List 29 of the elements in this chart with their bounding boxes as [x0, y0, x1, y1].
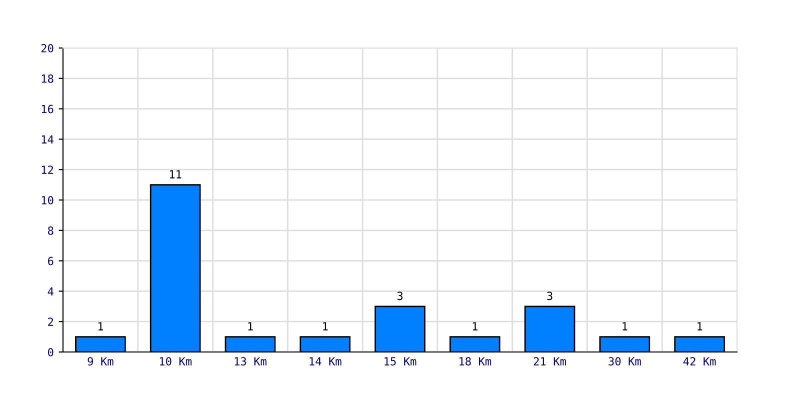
data-label: 1 — [98, 322, 104, 330]
x-tick-label: 15 Km — [384, 357, 416, 366]
x-tick-label: 18 Km — [460, 357, 492, 366]
x-tick-label: 13 Km — [234, 357, 266, 366]
y-tick-label: 0 — [48, 348, 54, 356]
y-tick-label: 14 — [42, 135, 54, 144]
data-label: 1 — [472, 322, 478, 330]
y-tick-label: 20 — [41, 44, 54, 52]
data-label: 1 — [323, 322, 328, 330]
x-tick-label: 21 Km — [534, 357, 566, 366]
data-label: 11 — [170, 170, 182, 178]
data-label: 3 — [397, 292, 403, 300]
y-tick-label: 2 — [48, 318, 54, 326]
y-tick-label: 18 — [42, 74, 54, 83]
x-tick-label: 30 Km — [608, 357, 641, 366]
y-tick-label: 10 — [42, 196, 54, 204]
y-tick-label: 6 — [48, 256, 54, 266]
x-tick-label: 10 Km — [160, 357, 192, 366]
y-tick-label: 16 — [42, 104, 54, 114]
y-tick-label: 4 — [48, 287, 54, 296]
y-tick-label: 12 — [42, 166, 54, 174]
data-label: 3 — [547, 292, 552, 300]
y-tick-label: 8 — [48, 226, 54, 235]
data-label: 1 — [622, 322, 628, 330]
x-tick-label: 42 Km — [683, 357, 716, 366]
data-label: 1 — [248, 322, 253, 330]
x-tick-label: 14 Km — [310, 357, 342, 366]
x-tick-label: 9 Km — [88, 357, 114, 366]
data-label: 1 — [698, 322, 702, 330]
